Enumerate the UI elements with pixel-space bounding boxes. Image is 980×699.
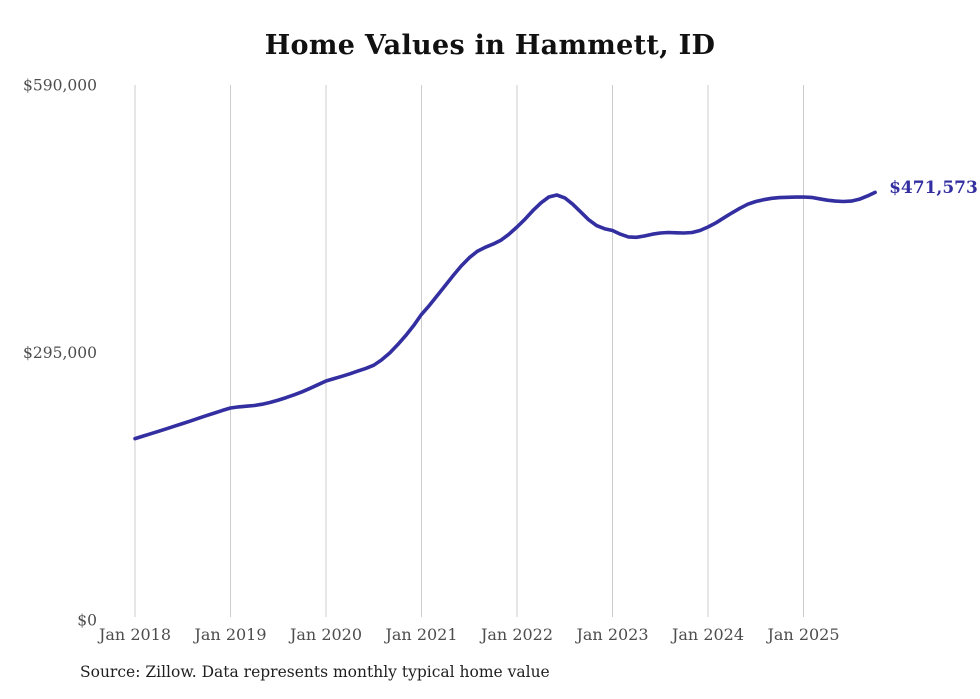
y-axis-tick-labels: $0 $295,000 $590,000 [23, 77, 97, 630]
chart-title: Home Values in Hammett, ID [264, 30, 716, 61]
vertical-gridlines [134, 85, 804, 617]
x-axis-tick-labels: Jan 2018 Jan 2019 Jan 2020 Jan 2021 Jan 2022… [97, 625, 840, 644]
latest-value-label: $471,573 [889, 178, 978, 198]
x-tick-label: Jan 2022 [479, 625, 553, 644]
y-tick-label: $590,000 [23, 77, 97, 95]
x-tick-label: Jan 2018 [97, 625, 171, 644]
x-tick-label: Jan 2024 [670, 625, 744, 644]
x-tick-label: Jan 2025 [765, 625, 839, 644]
x-tick-label: Jan 2019 [192, 625, 266, 644]
x-tick-label: Jan 2021 [383, 625, 457, 644]
home-value-line-series [133, 190, 877, 441]
y-tick-label: $0 [77, 612, 97, 630]
source-note: Source: Zillow. Data represents monthly … [80, 663, 550, 681]
x-tick-label: Jan 2020 [288, 625, 362, 644]
y-tick-label: $295,000 [23, 344, 97, 362]
x-tick-label: Jan 2023 [574, 625, 648, 644]
